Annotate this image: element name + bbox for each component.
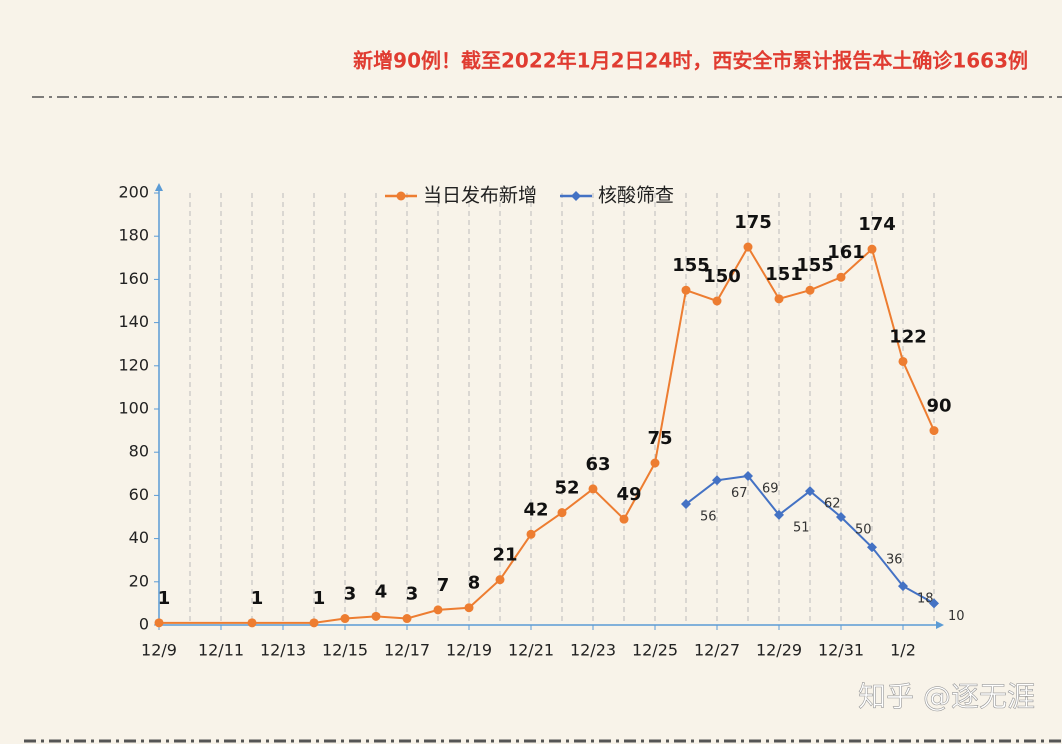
data-label: 21 [492,545,517,566]
y-tick-label: 140 [118,312,149,331]
x-tick-label: 12/29 [756,641,802,660]
marker [340,614,350,624]
data-label: 56 [700,510,717,525]
legend-marker [571,191,581,201]
x-tick-label: 12/9 [141,641,177,660]
marker [495,575,505,585]
marker [712,475,722,486]
data-label: 151 [765,264,803,285]
marker [681,285,691,295]
x-tick-label: 12/31 [818,641,864,660]
x-tick-label: 12/13 [260,641,306,660]
data-label: 50 [855,523,872,538]
data-label: 62 [824,497,841,512]
marker [681,499,691,510]
x-axis-arrow [936,621,944,629]
legend-marker [396,191,406,201]
marker [309,618,319,628]
data-label: 69 [762,481,779,496]
data-label: 175 [734,212,772,233]
data-label: 36 [886,553,903,568]
data-label: 3 [406,584,419,605]
y-tick-label: 40 [129,528,149,547]
marker [743,470,753,481]
marker [526,529,536,539]
y-tick-label: 200 [118,183,149,202]
data-label: 67 [731,486,748,501]
data-label: 75 [647,428,672,449]
y-tick-label: 60 [129,485,149,504]
marker [619,514,629,524]
data-label: 42 [523,499,548,520]
y-tick-label: 100 [118,399,149,418]
x-tick-label: 1/2 [890,641,916,660]
y-tick-label: 80 [129,442,149,461]
marker [743,242,753,252]
y-tick-label: 0 [139,615,149,634]
marker [464,603,474,613]
marker [247,618,257,628]
marker [929,426,939,436]
marker [836,272,846,282]
marker [650,458,660,468]
y-tick-label: 20 [129,571,149,590]
header-title: 新增90例！截至2022年1月2日24时，西安全市累计报告本土确诊1663例 [353,49,1028,73]
data-label: 1 [313,588,326,609]
data-label: 63 [585,454,610,475]
data-label: 51 [793,520,810,535]
data-label: 8 [468,573,481,594]
y-tick-label: 120 [118,355,149,374]
x-tick-label: 12/11 [198,641,244,660]
data-label: 3 [344,584,357,605]
data-label: 1 [158,588,171,609]
legend-label: 核酸筛查 [598,185,674,207]
x-tick-label: 12/19 [446,641,492,660]
marker [867,244,877,254]
x-tick-label: 12/15 [322,641,368,660]
watermark: 知乎 @逐无涯 [858,680,1035,713]
x-tick-label: 12/25 [632,641,678,660]
legend-label: 当日发布新增 [423,185,537,207]
marker [557,508,567,518]
marker [929,598,939,609]
y-tick-label: 160 [118,269,149,288]
marker [154,618,164,628]
data-label: 90 [926,396,951,417]
marker [371,611,381,621]
marker [836,512,846,522]
data-label: 155 [796,255,834,276]
x-tick-label: 12/17 [384,641,430,660]
marker [433,605,443,615]
data-label: 18 [917,592,934,607]
x-tick-label: 12/21 [508,641,554,660]
marker [805,285,815,295]
data-label: 1 [251,588,264,609]
data-label: 52 [554,478,579,499]
y-tick-label: 180 [118,226,149,245]
data-label: 10 [948,609,965,624]
data-label: 4 [375,581,388,602]
marker [774,509,784,520]
marker [898,581,908,592]
data-label: 122 [889,326,927,347]
data-label: 150 [703,266,741,287]
data-label: 7 [437,575,450,596]
marker [898,356,908,366]
data-label: 161 [827,242,865,263]
x-tick-label: 12/27 [694,641,740,660]
marker [712,296,722,306]
data-label: 155 [672,255,710,276]
data-label: 49 [616,484,641,505]
marker [402,614,412,624]
marker [805,486,815,497]
marker [774,294,784,304]
data-label: 174 [858,214,896,235]
x-tick-label: 12/23 [570,641,616,660]
y-axis-arrow [155,183,163,191]
marker [867,542,877,553]
marker [588,484,598,494]
